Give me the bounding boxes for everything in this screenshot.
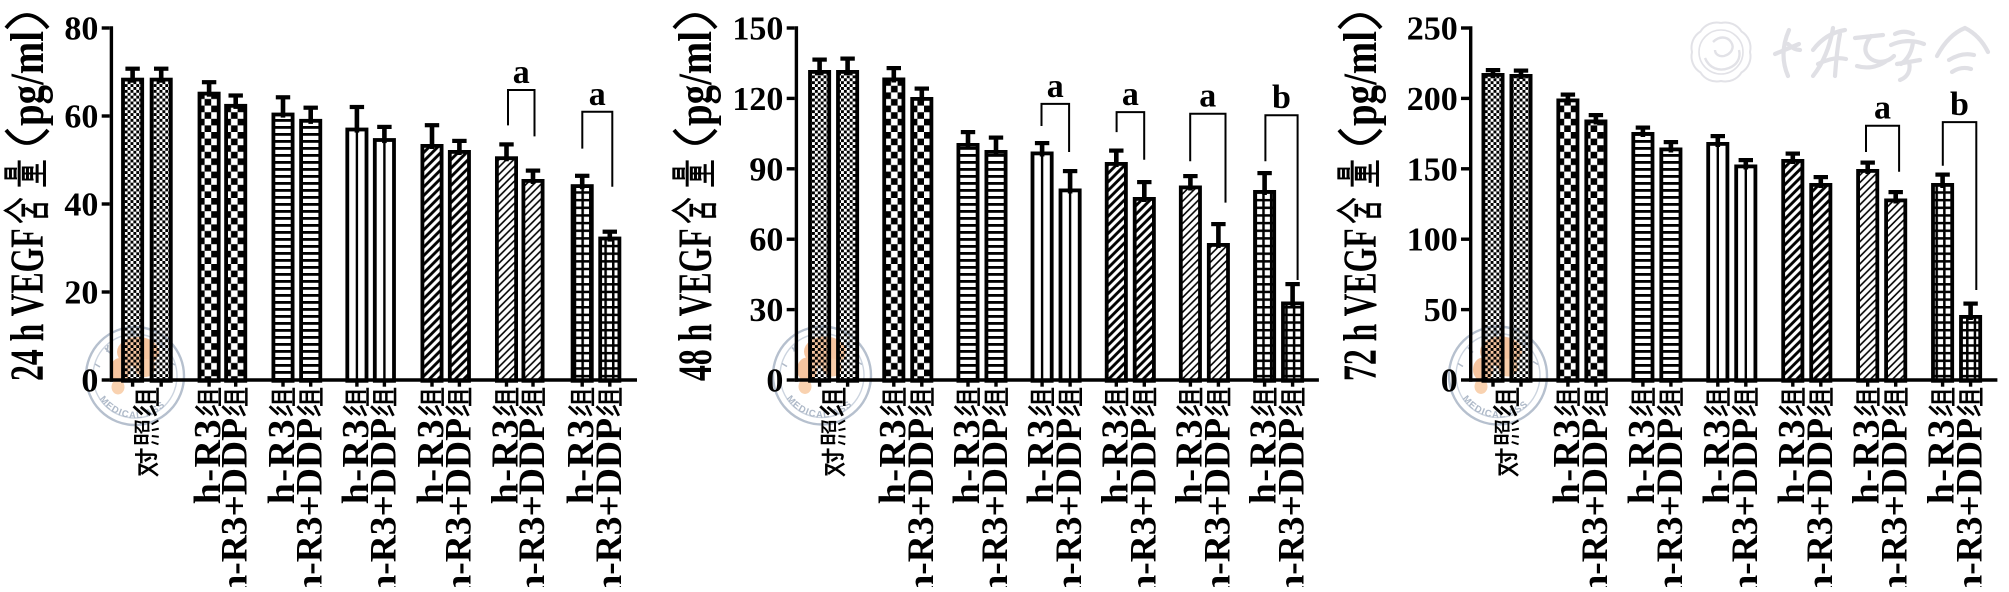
svg-text:48 h VEGF: 48 h VEGF bbox=[669, 228, 722, 381]
svg-text:30: 30 bbox=[749, 292, 783, 329]
svg-text:h-R3+DDP: h-R3+DDP bbox=[901, 418, 942, 587]
svg-text:60: 60 bbox=[749, 222, 783, 259]
svg-text:120: 120 bbox=[732, 81, 783, 118]
svg-text:a: a bbox=[1047, 68, 1064, 105]
svg-text:a: a bbox=[1874, 90, 1891, 127]
svg-text:h-R3: h-R3 bbox=[1243, 418, 1285, 504]
svg-text:h-R3+DDP: h-R3+DDP bbox=[363, 418, 404, 587]
svg-text:h-R3: h-R3 bbox=[1020, 418, 1062, 504]
svg-text:200: 200 bbox=[1407, 81, 1458, 118]
svg-text:h-R3+DDP: h-R3+DDP bbox=[215, 418, 256, 587]
svg-text:h-R3: h-R3 bbox=[1094, 418, 1136, 504]
svg-text:20: 20 bbox=[64, 275, 98, 312]
svg-text:h-R3: h-R3 bbox=[485, 418, 527, 504]
svg-text:h-R3+DDP: h-R3+DDP bbox=[1950, 418, 1991, 587]
svg-text:0: 0 bbox=[81, 363, 98, 400]
svg-text:40: 40 bbox=[64, 187, 98, 224]
svg-text:a: a bbox=[513, 54, 530, 91]
svg-text:h-R3: h-R3 bbox=[410, 418, 452, 504]
svg-text:150: 150 bbox=[732, 11, 783, 48]
svg-text:72 h VEGF: 72 h VEGF bbox=[1334, 228, 1387, 381]
svg-text:100: 100 bbox=[1407, 222, 1458, 259]
svg-text:50: 50 bbox=[1424, 292, 1458, 329]
svg-text:h-R3: h-R3 bbox=[1771, 418, 1813, 504]
svg-text:h-R3+DDP: h-R3+DDP bbox=[1725, 418, 1766, 587]
svg-text:a: a bbox=[589, 76, 606, 113]
svg-text:h-R3+DDP: h-R3+DDP bbox=[975, 418, 1016, 587]
svg-text:h-R3+DDP: h-R3+DDP bbox=[1123, 418, 1164, 587]
svg-text:h-R3: h-R3 bbox=[1168, 418, 1210, 504]
svg-text:pg/ml: pg/ml bbox=[669, 31, 722, 126]
svg-text:pg/ml: pg/ml bbox=[1, 31, 54, 126]
svg-text:h-R3: h-R3 bbox=[1621, 418, 1663, 504]
svg-text:80: 80 bbox=[64, 11, 98, 48]
svg-text:60: 60 bbox=[64, 99, 98, 136]
svg-text:h-R3+DDP: h-R3+DDP bbox=[512, 418, 553, 587]
svg-text:h-R3: h-R3 bbox=[560, 418, 602, 504]
svg-text:0: 0 bbox=[1441, 363, 1458, 400]
svg-text:h-R3+DDP: h-R3+DDP bbox=[438, 418, 479, 587]
svg-text:h-R3+DDP: h-R3+DDP bbox=[1575, 418, 1616, 587]
svg-text:h-R3: h-R3 bbox=[1546, 418, 1588, 504]
svg-text:h-R3+DDP: h-R3+DDP bbox=[1650, 418, 1691, 587]
svg-text:h-R3+DDP: h-R3+DDP bbox=[1800, 418, 1841, 587]
svg-text:h-R3: h-R3 bbox=[261, 418, 303, 504]
svg-text:150: 150 bbox=[1407, 151, 1458, 188]
svg-text:h-R3: h-R3 bbox=[1696, 418, 1738, 504]
svg-text:h-R3+DDP: h-R3+DDP bbox=[1197, 418, 1238, 587]
svg-text:pg/ml: pg/ml bbox=[1334, 31, 1387, 126]
svg-text:b: b bbox=[1272, 79, 1291, 116]
svg-text:h-R3+DDP: h-R3+DDP bbox=[290, 418, 331, 587]
svg-text:h-R3: h-R3 bbox=[335, 418, 377, 504]
svg-text:a: a bbox=[1122, 76, 1139, 113]
svg-text:90: 90 bbox=[749, 151, 783, 188]
svg-text:h-R3: h-R3 bbox=[1921, 418, 1963, 504]
svg-text:h-R3: h-R3 bbox=[872, 418, 914, 504]
svg-text:h-R3: h-R3 bbox=[946, 418, 988, 504]
svg-text:h-R3+DDP: h-R3+DDP bbox=[1049, 418, 1090, 587]
svg-text:b: b bbox=[1950, 86, 1969, 123]
svg-text:h-R3+DDP: h-R3+DDP bbox=[1875, 418, 1916, 587]
svg-text:250: 250 bbox=[1407, 11, 1458, 48]
svg-text:h-R3+DDP: h-R3+DDP bbox=[589, 418, 630, 587]
svg-text:a: a bbox=[1199, 78, 1216, 115]
svg-text:h-R3: h-R3 bbox=[1846, 418, 1888, 504]
svg-text:24 h VEGF: 24 h VEGF bbox=[1, 228, 54, 381]
svg-text:0: 0 bbox=[766, 363, 783, 400]
svg-text:h-R3+DDP: h-R3+DDP bbox=[1272, 418, 1313, 587]
svg-text:h-R3: h-R3 bbox=[187, 418, 229, 504]
